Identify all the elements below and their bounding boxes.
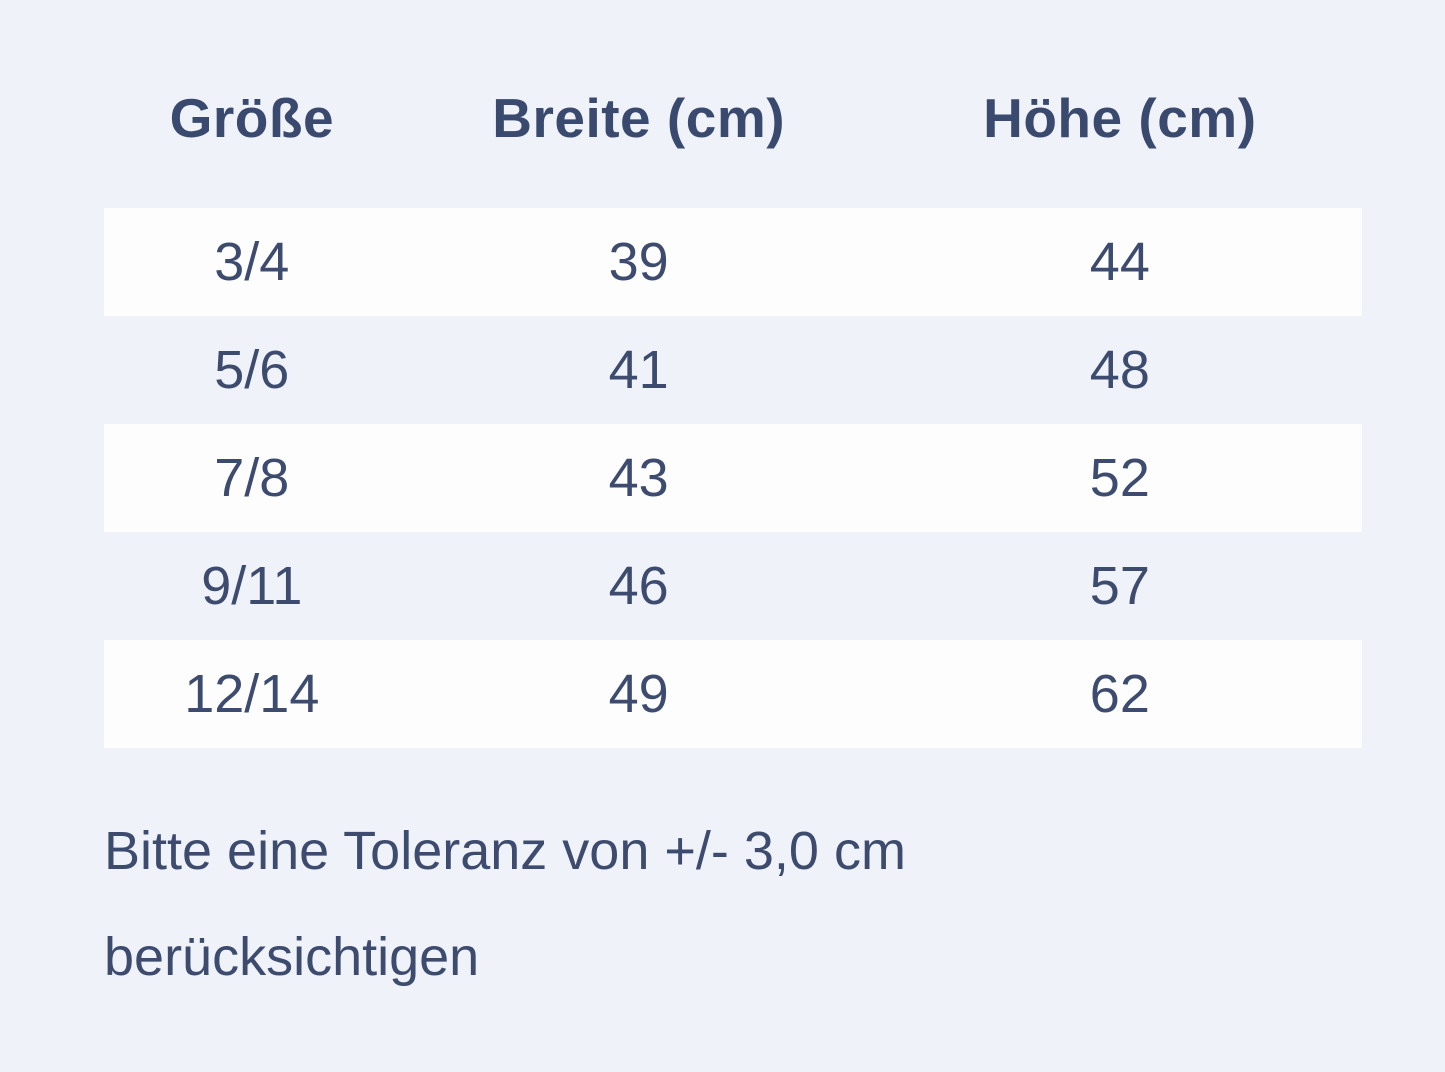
table-row: 12/14 49 62: [104, 640, 1362, 748]
table-header-row: Größe Breite (cm) Höhe (cm): [104, 60, 1362, 176]
table-cell: 46: [608, 556, 669, 616]
size-table-body: 3/4 39 44 5/6 41 48 7/8 43 52 9/11 46 57 12/14 49 62: [104, 208, 1362, 748]
table-cell: 7/8: [214, 448, 290, 508]
tolerance-note-line1: Bitte eine Toleranz von +/- 3,0 cm: [104, 821, 906, 881]
size-table: 3/4 39 44 5/6 41 48 7/8 43 52 9/11 46 57 12/14 49 62: [104, 208, 1362, 748]
size-chart: Größe Breite (cm) Höhe (cm) 3/4 39 44 5/6 41…: [104, 60, 1362, 748]
table-row: 7/8 43 52: [104, 424, 1362, 532]
table-cell: 57: [1089, 556, 1150, 616]
table-cell: 62: [1089, 664, 1150, 724]
table-cell: 49: [608, 664, 669, 724]
tolerance-note-line2: berücksichtigen: [104, 927, 480, 987]
column-header-hoehe: Höhe (cm): [983, 87, 1257, 149]
table-cell: 43: [608, 448, 669, 508]
table-row: 3/4 39 44: [104, 208, 1362, 316]
tolerance-note: Bitte eine Toleranz von +/- 3,0 cm berüc…: [104, 798, 1445, 1010]
table-cell: 48: [1089, 340, 1150, 400]
table-row: 5/6 41 48: [104, 316, 1362, 424]
table-cell: 12/14: [184, 664, 320, 724]
table-cell: 39: [608, 232, 669, 292]
table-cell: 9/11: [201, 556, 303, 616]
table-row: 9/11 46 57: [104, 532, 1362, 640]
column-header-breite: Breite (cm): [492, 87, 786, 149]
table-cell: 44: [1089, 232, 1150, 292]
column-header-groesse: Größe: [169, 87, 335, 149]
table-cell: 3/4: [214, 232, 290, 292]
table-cell: 52: [1089, 448, 1150, 508]
table-cell: 5/6: [214, 340, 290, 400]
table-cell: 41: [608, 340, 669, 400]
